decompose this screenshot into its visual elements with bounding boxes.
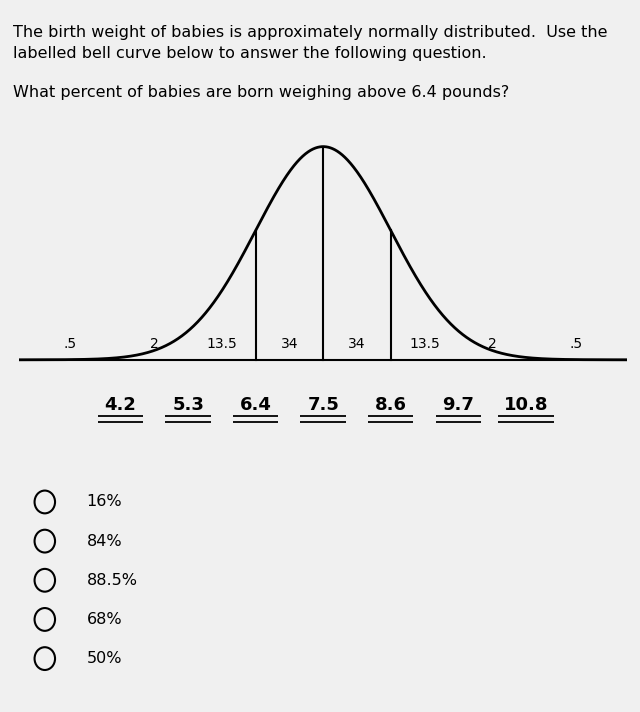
Text: 88.5%: 88.5% [86, 572, 138, 588]
Text: 9.7: 9.7 [442, 396, 474, 414]
Text: 50%: 50% [86, 651, 122, 666]
Text: 6.4: 6.4 [240, 396, 271, 414]
Text: 5.3: 5.3 [172, 396, 204, 414]
Text: 7.5: 7.5 [307, 396, 339, 414]
Text: .5: .5 [570, 337, 583, 351]
Text: 4.2: 4.2 [104, 396, 136, 414]
Text: 13.5: 13.5 [409, 337, 440, 351]
Text: 84%: 84% [86, 533, 122, 549]
Text: 16%: 16% [86, 494, 122, 510]
Text: 8.6: 8.6 [375, 396, 407, 414]
Text: 2: 2 [488, 337, 497, 351]
Text: 13.5: 13.5 [207, 337, 237, 351]
Text: 68%: 68% [86, 612, 122, 627]
Text: 2: 2 [150, 337, 159, 351]
Text: The birth weight of babies is approximately normally distributed.  Use the: The birth weight of babies is approximat… [13, 25, 607, 40]
Text: 34: 34 [348, 337, 365, 351]
Text: .5: .5 [63, 337, 76, 351]
Text: labelled bell curve below to answer the following question.: labelled bell curve below to answer the … [13, 46, 486, 61]
Text: 10.8: 10.8 [504, 396, 548, 414]
Text: What percent of babies are born weighing above 6.4 pounds?: What percent of babies are born weighing… [13, 85, 509, 100]
Text: 34: 34 [281, 337, 298, 351]
